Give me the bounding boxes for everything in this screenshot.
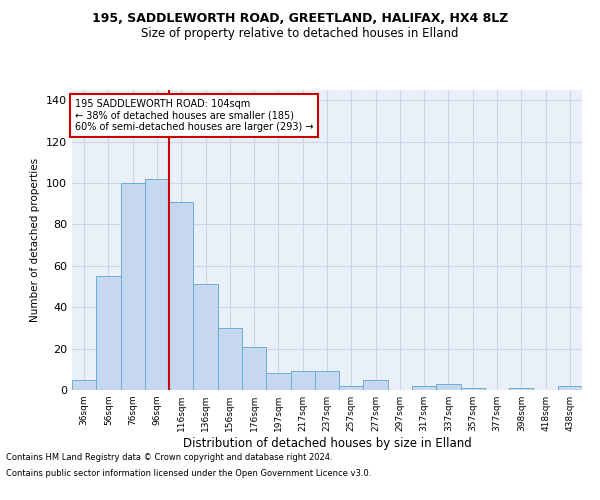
Bar: [558, 386, 582, 390]
Bar: [436, 384, 461, 390]
Bar: [315, 372, 339, 390]
Bar: [121, 183, 145, 390]
Bar: [72, 380, 96, 390]
Bar: [218, 328, 242, 390]
Bar: [412, 386, 436, 390]
Text: Size of property relative to detached houses in Elland: Size of property relative to detached ho…: [141, 28, 459, 40]
Text: 195 SADDLEWORTH ROAD: 104sqm
← 38% of detached houses are smaller (185)
60% of s: 195 SADDLEWORTH ROAD: 104sqm ← 38% of de…: [74, 99, 313, 132]
X-axis label: Distribution of detached houses by size in Elland: Distribution of detached houses by size …: [182, 437, 472, 450]
Bar: [169, 202, 193, 390]
Bar: [461, 388, 485, 390]
Bar: [290, 372, 315, 390]
Text: 195, SADDLEWORTH ROAD, GREETLAND, HALIFAX, HX4 8LZ: 195, SADDLEWORTH ROAD, GREETLAND, HALIFA…: [92, 12, 508, 26]
Text: Contains public sector information licensed under the Open Government Licence v3: Contains public sector information licen…: [6, 468, 371, 477]
Y-axis label: Number of detached properties: Number of detached properties: [31, 158, 40, 322]
Bar: [145, 179, 169, 390]
Bar: [339, 386, 364, 390]
Bar: [242, 346, 266, 390]
Bar: [509, 388, 533, 390]
Bar: [96, 276, 121, 390]
Text: Contains HM Land Registry data © Crown copyright and database right 2024.: Contains HM Land Registry data © Crown c…: [6, 454, 332, 462]
Bar: [266, 374, 290, 390]
Bar: [364, 380, 388, 390]
Bar: [193, 284, 218, 390]
